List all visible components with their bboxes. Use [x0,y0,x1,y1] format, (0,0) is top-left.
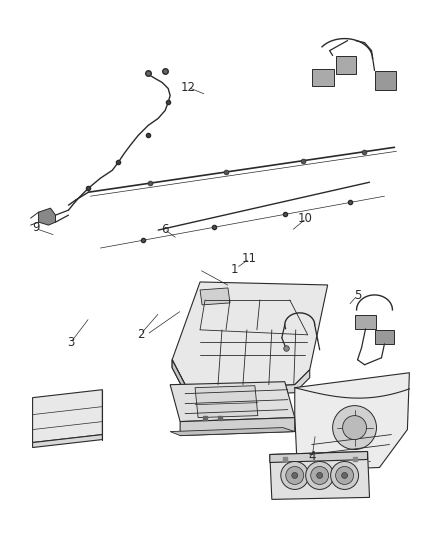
Circle shape [336,466,353,484]
FancyBboxPatch shape [312,69,334,86]
Polygon shape [172,282,328,387]
Circle shape [317,472,323,479]
FancyBboxPatch shape [374,70,396,91]
Polygon shape [32,434,102,448]
Polygon shape [172,360,310,395]
Polygon shape [180,417,295,435]
Circle shape [331,462,359,489]
Circle shape [342,472,348,479]
FancyBboxPatch shape [355,315,377,329]
Polygon shape [195,386,258,417]
Circle shape [311,466,328,484]
FancyBboxPatch shape [374,330,395,344]
Polygon shape [170,427,295,435]
Text: 9: 9 [33,221,40,234]
Text: 10: 10 [298,212,313,225]
Text: 2: 2 [137,327,144,341]
Polygon shape [172,360,185,393]
Polygon shape [200,288,230,305]
Text: 3: 3 [67,336,74,349]
Circle shape [306,462,334,489]
Text: 12: 12 [181,81,196,94]
Polygon shape [295,373,410,470]
Circle shape [343,416,367,440]
Polygon shape [32,390,102,442]
Polygon shape [39,208,56,225]
Circle shape [332,406,377,449]
Polygon shape [270,451,370,499]
Text: 4: 4 [309,450,316,463]
Circle shape [286,466,304,484]
Text: 6: 6 [161,223,168,236]
Text: 1: 1 [230,263,238,276]
FancyBboxPatch shape [336,55,356,74]
Polygon shape [270,451,367,463]
Circle shape [292,472,298,479]
Text: 5: 5 [354,289,361,302]
Text: 11: 11 [241,252,256,265]
Circle shape [281,462,309,489]
Polygon shape [170,382,295,422]
